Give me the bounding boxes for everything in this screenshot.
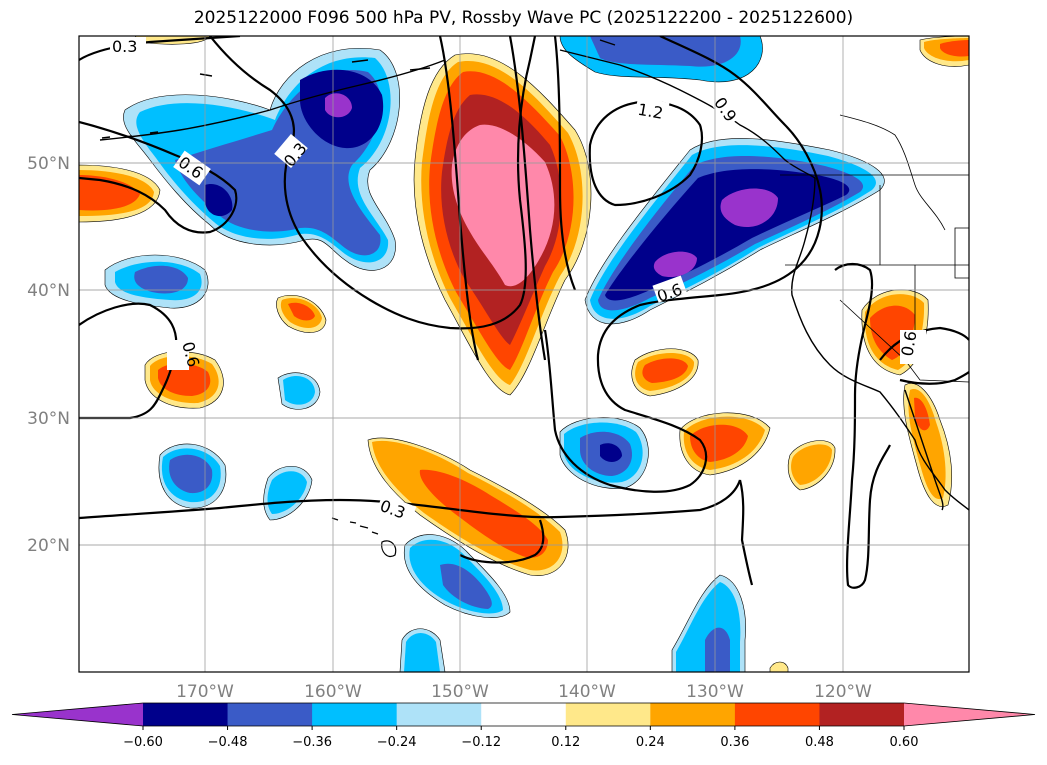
longitude-labels: 170°W 160°W 150°W 140°W 130°W 120°W xyxy=(176,682,872,702)
colorbar-tick-label: 0.12 xyxy=(551,735,580,750)
colorbar-tick-label: 0.24 xyxy=(636,735,665,750)
contour-label-group: 0.3 0.3 0.6 0.6 1.2 0.9 0.6 0.6 0.3 xyxy=(110,37,926,526)
colorbar-segment xyxy=(819,703,905,726)
political-borders xyxy=(780,114,969,383)
positive-anomaly-central xyxy=(413,53,592,396)
colorbar-segment xyxy=(396,703,482,726)
page-title: 2025122000 F096 500 hPa PV, Rossby Wave … xyxy=(193,8,854,28)
gridlines xyxy=(79,36,969,672)
contour-lines xyxy=(79,36,969,589)
colorbar-tick-label: 0.36 xyxy=(720,735,749,750)
colorbar-extend-high xyxy=(904,703,1035,726)
colorbar: −0.60 −0.48 −0.36 −0.24 −0.12 0.12 0.24 0.36 0.4… xyxy=(11,702,1036,750)
colorbar-segment xyxy=(227,703,313,726)
colorbar-extend-low xyxy=(12,703,143,726)
colorbar-tick-label: −0.24 xyxy=(377,735,417,750)
lat-label: 30°N xyxy=(27,409,70,429)
colorbar-segment xyxy=(734,703,820,726)
colorbar-tick-label: −0.48 xyxy=(208,735,248,750)
lon-label: 120°W xyxy=(814,682,872,702)
latitude-labels: 50°N 40°N 30°N 20°N xyxy=(27,154,70,556)
hawaii-islands xyxy=(331,517,397,558)
lat-label: 50°N xyxy=(27,154,70,174)
contour-label: 1.2 xyxy=(636,100,664,123)
colorbar-tick-label: −0.12 xyxy=(461,735,501,750)
colorbar-segment xyxy=(312,703,398,726)
negative-anomaly-ne xyxy=(584,138,885,325)
colorbar-segment xyxy=(143,703,229,726)
lat-label: 20°N xyxy=(27,536,70,556)
map-area: 0.3 0.3 0.6 0.6 1.2 0.9 0.6 0.6 0.3 xyxy=(79,36,969,672)
lon-label: 170°W xyxy=(176,682,234,702)
negative-anomaly-small xyxy=(104,254,746,672)
colorbar-tick-label: 0.48 xyxy=(805,735,834,750)
colorbar-tick-label: −0.60 xyxy=(123,735,163,750)
lon-label: 130°W xyxy=(686,682,744,702)
contour-label: 0.6 xyxy=(897,329,920,357)
lon-label: 140°W xyxy=(558,682,616,702)
colorbar-segment xyxy=(481,703,567,726)
colorbar-tick-label: −0.36 xyxy=(292,735,332,750)
colorbar-tick-label: 0.60 xyxy=(890,735,919,750)
colorbar-segment xyxy=(650,703,736,726)
colorbar-segment xyxy=(565,703,651,726)
map-frame xyxy=(78,35,970,673)
lon-label: 150°W xyxy=(431,682,489,702)
negative-anomaly-north-edge xyxy=(559,36,763,83)
contour-label: 0.3 xyxy=(112,37,137,56)
lat-label: 40°N xyxy=(27,281,70,301)
lon-label: 160°W xyxy=(304,682,362,702)
